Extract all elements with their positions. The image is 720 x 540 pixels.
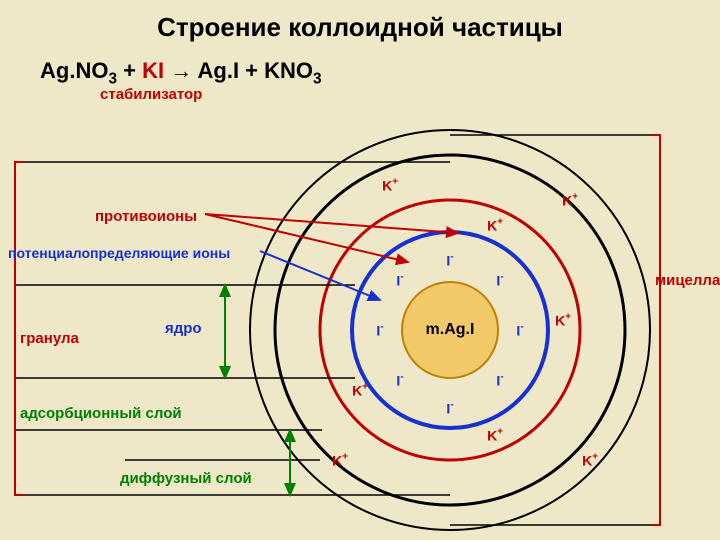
label-granule: гранула bbox=[20, 330, 79, 347]
label-potential: потенциалопределяющие ионы bbox=[8, 245, 230, 261]
diagram-svg bbox=[0, 0, 720, 540]
label-micelle: мицелла bbox=[655, 272, 720, 289]
label-adsorb: адсорбционный слой bbox=[20, 405, 182, 422]
label-stabilizer: стабилизатор bbox=[100, 86, 202, 103]
core-label: m.Ag.I bbox=[426, 321, 475, 339]
label-core_lbl: ядро bbox=[165, 320, 202, 337]
label-diffuse: диффузный слой bbox=[120, 470, 252, 487]
label-counterions: противоионы bbox=[95, 208, 197, 225]
diagram-stage: Строение коллоидной частицы Ag.NO3 + KI … bbox=[0, 0, 720, 540]
